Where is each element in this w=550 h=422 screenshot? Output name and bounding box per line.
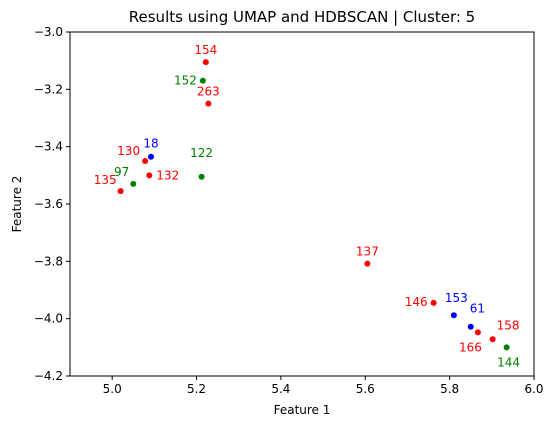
data-point (474, 329, 481, 336)
y-tick-label: −3.8 (34, 254, 63, 268)
plot-area-frame (69, 31, 535, 377)
y-tick-label: −3.6 (34, 197, 63, 211)
y-tick-label: −3.0 (34, 25, 63, 39)
data-point-label: 144 (497, 355, 520, 369)
data-point (205, 100, 212, 107)
data-point (198, 173, 205, 180)
data-point-label: 97 (114, 165, 129, 179)
y-axis: −3.0 −3.2 −3.4 −3.6 −3.8 −4.0 −4.2 (34, 25, 70, 383)
data-point-label: 18 (143, 137, 158, 151)
data-point (146, 172, 153, 179)
y-axis-label: Feature 2 (10, 176, 24, 233)
data-point-label: 263 (197, 85, 220, 99)
x-tick-label: 5.8 (440, 382, 459, 396)
data-point-label: 154 (194, 43, 217, 57)
data-point-label: 122 (190, 146, 213, 160)
data-point (489, 336, 496, 343)
y-tick-label: −4.0 (34, 312, 63, 326)
data-point (142, 158, 149, 164)
data-point-label: 137 (356, 245, 379, 259)
data-point-label: 153 (445, 291, 468, 305)
data-point (199, 77, 206, 84)
data-point (430, 299, 437, 306)
data-point (202, 59, 209, 66)
x-axis: 5.0 5.2 5.4 5.6 5.8 6.0 (103, 376, 544, 396)
data-point-label: 130 (117, 144, 140, 158)
data-points (117, 59, 510, 351)
data-point-label: 158 (497, 318, 520, 332)
chart-title: Results using UMAP and HDBSCAN | Cluster… (129, 8, 475, 26)
x-tick-label: 5.6 (356, 382, 375, 396)
x-tick-label: 5.0 (103, 382, 122, 396)
y-tick-label: −4.2 (34, 369, 63, 383)
x-axis-label: Feature 1 (274, 403, 331, 417)
y-tick-label: −3.4 (34, 140, 63, 154)
x-tick-label: 5.2 (187, 382, 206, 396)
data-point (130, 180, 137, 187)
data-point-label: 152 (174, 74, 197, 88)
data-point-label: 166 (459, 340, 482, 354)
y-tick-label: −3.2 (34, 82, 63, 96)
data-point (467, 323, 474, 330)
data-point (364, 260, 371, 267)
x-tick-label: 6.0 (524, 382, 543, 396)
x-tick-label: 5.4 (271, 382, 290, 396)
data-point (117, 188, 124, 195)
data-point-label: 132 (156, 168, 179, 182)
data-point (503, 344, 510, 351)
data-point-label: 146 (405, 295, 428, 309)
data-point (450, 312, 457, 319)
data-point-label: 61 (470, 302, 485, 316)
data-point (147, 153, 154, 160)
data-point-label: 135 (94, 173, 117, 187)
